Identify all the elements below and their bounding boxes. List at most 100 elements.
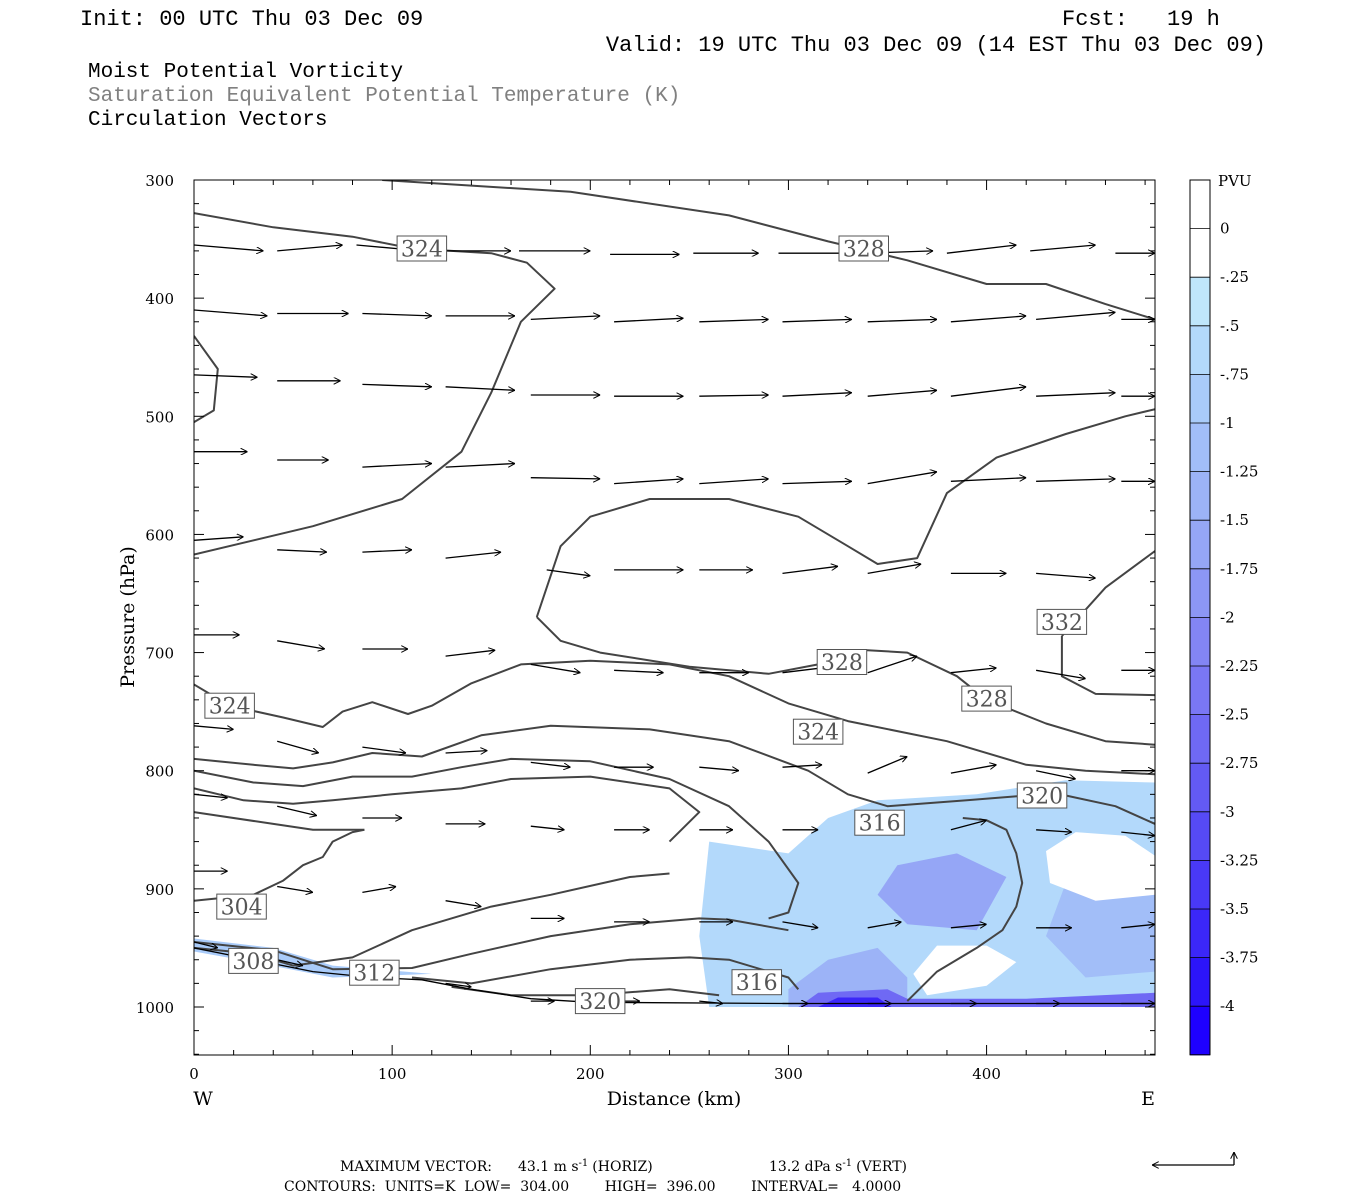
colorbar-swatch	[1190, 957, 1210, 1007]
contour-label-box	[1016, 782, 1068, 809]
contour-label-box	[816, 649, 868, 675]
vector-r1-7	[782, 319, 852, 321]
contour-label-box	[792, 718, 844, 745]
max-vert-tag: (VERT)	[856, 1159, 907, 1175]
colorbar-swatch	[1190, 568, 1210, 618]
vector-r4-2	[362, 550, 412, 552]
vector-r1-6	[699, 319, 768, 321]
contour-label-11: 312	[353, 962, 395, 987]
colorbar-swatch	[1190, 714, 1210, 764]
plot-frame	[193, 179, 1156, 1056]
y-tick-label: 1000	[136, 999, 174, 1017]
y-tick-label: 300	[145, 172, 174, 190]
vector-r2-2	[362, 384, 431, 386]
contour-label-box	[731, 969, 782, 996]
y-tick-label: 700	[145, 645, 174, 663]
vector-r6-1	[277, 740, 319, 753]
vector-r8-3	[445, 900, 482, 907]
vector-r4-1	[277, 550, 327, 552]
colorbar-label: -.25	[1220, 268, 1249, 286]
colorbar-label: -3	[1220, 803, 1235, 821]
colorbar-label: -1.75	[1220, 560, 1258, 578]
forecast-hour: 19 h	[1167, 7, 1220, 32]
vector-r1-10	[1036, 312, 1115, 321]
contour-label-box	[854, 809, 905, 836]
field-title-theta: Saturation Equivalent Potential Temperat…	[88, 85, 680, 108]
x-tick-label: 200	[576, 1065, 605, 1083]
x-axis-east-label: E	[1141, 1088, 1155, 1110]
max-horiz-tag: (HORIZ)	[592, 1159, 652, 1175]
vector-r2-6	[699, 395, 768, 396]
vector-r6-8	[867, 757, 908, 774]
vector-r2-10	[1036, 393, 1115, 397]
max-vert-value: 13.2 dPa s	[769, 1159, 842, 1175]
vector-r6-6	[699, 766, 739, 771]
vector-r3-7	[782, 481, 852, 483]
theta-contour-17	[906, 817, 1024, 1002]
x-axis-west-label: W	[193, 1088, 213, 1110]
colorbar-label: -3.75	[1220, 949, 1258, 967]
max-horiz-exponent: -1	[579, 1158, 589, 1169]
contour-label-layer: 324 328 332 328 328 324 324 320 316 304 308 312 316 3…	[204, 235, 1088, 1015]
theta-contour-10	[194, 775, 701, 843]
vector-r8-11	[1121, 924, 1155, 928]
vector-r7-1	[277, 805, 317, 815]
vector-r2-7	[782, 393, 852, 397]
colorbar-unit: PVU	[1218, 172, 1252, 190]
contour-label-7: 320	[1021, 785, 1063, 810]
theta-contour-12	[194, 811, 365, 831]
vector-r6-0	[194, 725, 234, 730]
vector-r9-0	[194, 941, 218, 948]
footer-max-horiz: 43.1 m s-1 (HORIZ)	[518, 1158, 653, 1175]
init-time: Init: 00 UTC Thu 03 Dec 09	[80, 7, 423, 32]
max-horiz-value: 43.1 m s	[518, 1159, 579, 1175]
contour-label-5: 324	[209, 695, 251, 720]
colorbar-swatch	[1190, 1006, 1210, 1056]
colorbar-swatch	[1190, 423, 1210, 473]
colorbar-label: -1	[1220, 414, 1235, 432]
colorbar-label: -3.5	[1220, 900, 1249, 918]
vector-r2-0	[194, 375, 257, 377]
footer-max-vert: 13.2 dPa s-1 (VERT)	[769, 1158, 907, 1175]
contour-label-box	[204, 692, 255, 719]
theta-contour-layer	[194, 180, 1155, 1005]
y-tick-label: 600	[145, 526, 174, 544]
x-tick-label: 300	[774, 1065, 803, 1083]
vector-r2-9	[950, 387, 1026, 397]
vector-r8-7	[782, 921, 819, 928]
colorbar-label: -2	[1220, 608, 1235, 626]
y-tick-label: 800	[145, 763, 174, 781]
contour-label-box	[349, 959, 400, 986]
colorbar-label: -2.25	[1220, 657, 1258, 675]
valid-time: Valid: 19 UTC Thu 03 Dec 09 (14 EST Thu …	[606, 33, 1266, 58]
colorbar-swatch	[1190, 860, 1210, 910]
reference-vector	[1152, 1152, 1234, 1165]
vector-r4-3	[445, 552, 502, 559]
colorbar-swatch	[1190, 180, 1210, 230]
colorbar-swatch	[1190, 811, 1210, 861]
vector-r6-10	[1035, 770, 1076, 779]
vector-r4-0	[194, 537, 244, 541]
colorbar-swatch	[1190, 520, 1210, 570]
surface-line	[194, 947, 1155, 1005]
vector-r8-1	[277, 885, 313, 893]
x-axis-label: Distance (km)	[607, 1088, 742, 1110]
vector-r7-11	[1121, 831, 1155, 836]
contour-label-12: 316	[736, 971, 778, 996]
vector-r3-3	[445, 464, 515, 468]
y-tick-label: 900	[145, 881, 174, 899]
contour-label-9: 304	[221, 896, 263, 921]
vector-r3-2	[362, 464, 431, 468]
y-tick-label: 500	[145, 408, 174, 426]
colorbar-label: -4	[1220, 997, 1235, 1015]
vector-r0-0	[194, 244, 263, 251]
vector-r6-2	[362, 746, 406, 753]
colorbar-swatch	[1190, 277, 1210, 327]
footer-max-vector-label: MAXIMUM VECTOR:	[340, 1159, 492, 1175]
theta-contour-9	[194, 757, 800, 920]
pv-patch-sfc-core	[818, 997, 892, 1007]
vector-r6-4	[530, 761, 571, 767]
vector-r1-2	[362, 314, 431, 316]
theta-contour-7	[194, 659, 1155, 776]
